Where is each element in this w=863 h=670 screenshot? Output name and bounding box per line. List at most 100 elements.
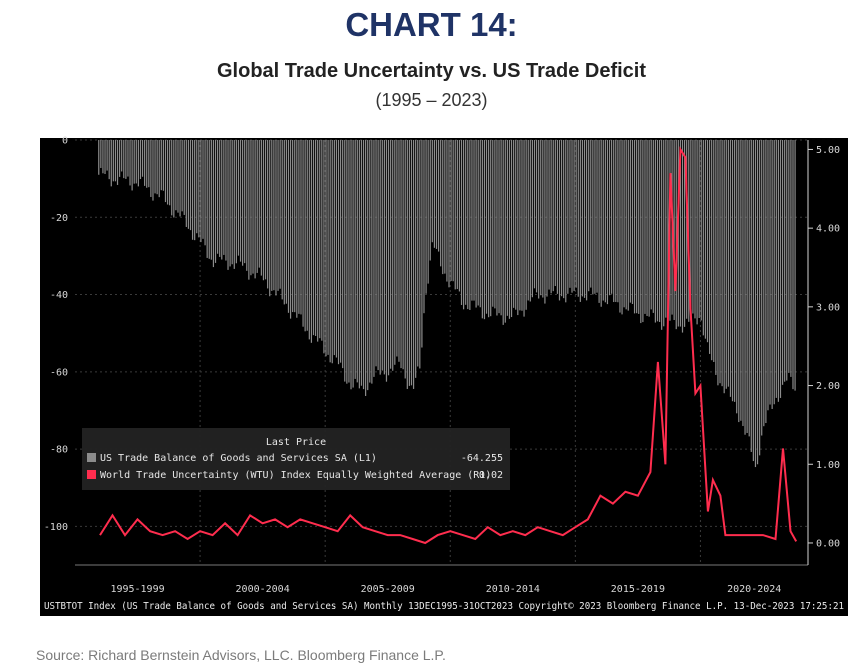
right-tick-label: 2.00 xyxy=(816,381,840,392)
trade-balance-bar xyxy=(369,140,371,383)
trade-balance-bar xyxy=(219,140,221,257)
left-tick-label: -100 xyxy=(44,522,68,533)
trade-balance-bar xyxy=(481,140,483,319)
trade-balance-bar xyxy=(419,140,421,369)
trade-balance-bar xyxy=(577,140,579,297)
trade-balance-bar xyxy=(321,140,323,341)
trade-balance-bar xyxy=(506,140,508,316)
left-tick-label: -40 xyxy=(50,290,68,301)
trade-balance-bar xyxy=(675,140,677,330)
trade-balance-bar xyxy=(761,140,763,436)
trade-balance-bar xyxy=(513,140,515,308)
trade-balance-bar xyxy=(544,140,546,304)
trade-balance-bar xyxy=(502,140,504,325)
trade-balance-bar xyxy=(425,140,427,294)
trade-balance-bar xyxy=(283,140,285,305)
trade-balance-bar xyxy=(154,140,156,194)
trade-balance-bar xyxy=(640,140,642,324)
trade-balance-bar xyxy=(110,140,112,187)
x-period-label: 1995-1999 xyxy=(110,584,164,595)
trade-balance-bar xyxy=(779,140,782,398)
trade-balance-bar xyxy=(196,140,198,234)
x-period-label: 2010-2014 xyxy=(486,584,540,595)
trade-balance-bar xyxy=(394,140,396,365)
trade-balance-bar xyxy=(404,140,406,379)
trade-balance-bar xyxy=(442,140,444,275)
trade-balance-bar xyxy=(141,140,144,177)
trade-balance-bar xyxy=(738,140,740,423)
trade-balance-bar xyxy=(746,140,748,433)
trade-balance-bar xyxy=(494,140,496,309)
trade-balance-bar xyxy=(242,140,244,266)
trade-balance-bar xyxy=(704,140,707,339)
trade-balance-bar xyxy=(208,140,210,259)
trade-balance-bar xyxy=(104,140,106,174)
trade-balance-bar xyxy=(379,140,381,375)
trade-balance-bar xyxy=(181,140,183,212)
trade-balance-bar xyxy=(686,140,688,319)
chart-title: Global Trade Uncertainty vs. US Trade De… xyxy=(216,60,647,82)
trade-balance-bar xyxy=(519,140,521,311)
trade-balance-bar xyxy=(402,140,404,370)
trade-balance-bar xyxy=(183,140,185,215)
trade-balance-bar xyxy=(558,140,561,301)
trade-balance-bar xyxy=(214,140,217,263)
trade-balance-bar xyxy=(765,140,767,424)
trade-balance-bar xyxy=(673,140,675,321)
trade-balance-bar xyxy=(285,140,287,304)
trade-balance-bar xyxy=(179,140,181,217)
trade-balance-bar xyxy=(654,140,656,323)
trade-balance-bar xyxy=(169,140,171,206)
grid xyxy=(75,139,808,565)
trade-balance-bar xyxy=(187,140,190,229)
trade-balance-bar xyxy=(177,140,179,213)
trade-balance-bar xyxy=(200,140,202,243)
trade-balance-bar xyxy=(144,140,146,186)
trade-balance-bar xyxy=(166,140,169,205)
legend-swatch-trade-balance xyxy=(87,453,96,462)
trade-balance-bar xyxy=(129,140,131,186)
trade-balance-bar xyxy=(510,140,513,318)
trade-balance-bar xyxy=(667,140,669,321)
trade-balance-bar xyxy=(137,140,139,187)
trade-balance-bar xyxy=(365,140,367,396)
trade-balance-bar xyxy=(711,140,713,361)
trade-balance-bar xyxy=(198,140,200,238)
trade-balance-bar xyxy=(538,140,540,299)
trade-balance-bar xyxy=(533,140,536,289)
trade-balance-bar xyxy=(471,140,473,301)
trade-balance-bar xyxy=(788,140,790,373)
trade-balance-bar xyxy=(656,140,659,322)
trade-balance-bar xyxy=(437,140,440,252)
trade-balance-bar xyxy=(281,140,283,300)
legend-title: Last Price xyxy=(266,437,326,448)
trade-balance-bar xyxy=(339,140,342,363)
trade-balance-bar xyxy=(319,140,321,339)
legend-label-wtu: World Trade Uncertainty (WTU) Index Equa… xyxy=(100,470,491,481)
trade-balance-bar xyxy=(400,140,402,369)
trade-balance-bar xyxy=(317,140,319,342)
trade-balance-bar xyxy=(421,140,423,348)
trade-balance-bar xyxy=(571,140,573,293)
trade-balance-bar xyxy=(300,140,302,315)
trade-balance-bar xyxy=(531,140,533,298)
trade-balance-bar xyxy=(377,140,379,371)
x-period-label: 2005-2009 xyxy=(361,584,415,595)
trade-balance-bar xyxy=(106,140,108,171)
trade-balance-bar xyxy=(588,140,590,292)
trade-balance-bar xyxy=(302,140,304,327)
trade-balance-bar xyxy=(162,140,164,191)
trade-balance-bar xyxy=(771,140,773,409)
trade-balance-bar xyxy=(127,140,129,177)
trade-balance-bar xyxy=(473,140,475,301)
trade-balance-bar xyxy=(569,140,571,288)
trade-balance-bar xyxy=(563,140,565,299)
trade-balance-bar xyxy=(596,140,598,293)
trade-balance-bar xyxy=(504,140,506,323)
legend-value-wtu: 0.02 xyxy=(479,470,503,481)
trade-balance-bar xyxy=(629,140,631,303)
trade-balance-bar xyxy=(719,140,721,384)
legend-label-trade-balance: US Trade Balance of Goods and Services S… xyxy=(100,453,377,464)
trade-balance-bar xyxy=(331,140,333,364)
trade-balance-bar xyxy=(535,140,538,293)
